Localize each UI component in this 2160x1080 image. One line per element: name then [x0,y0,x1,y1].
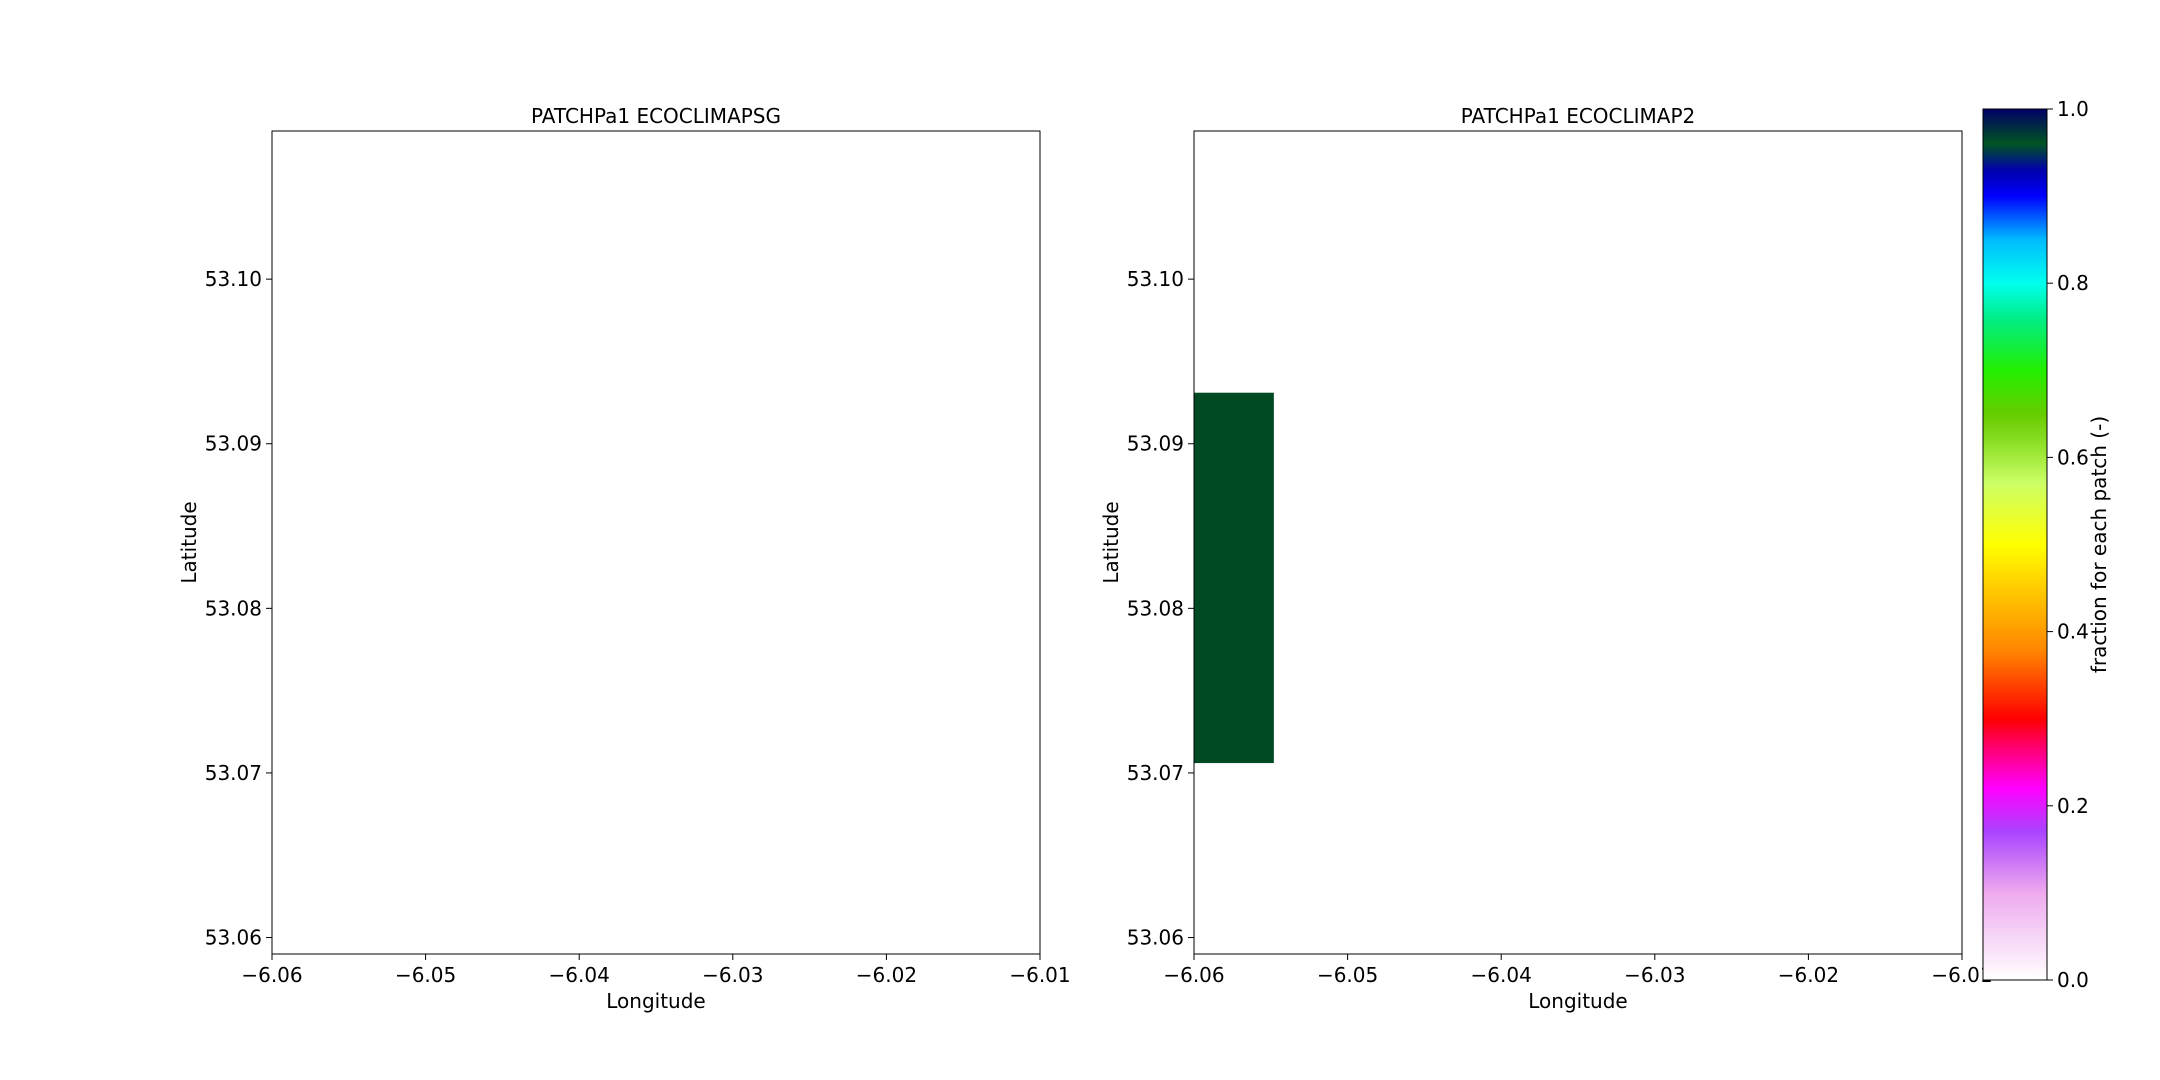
x-tick-label: −6.02 [1778,963,1839,987]
x-tick-label: −6.02 [856,963,917,987]
colorbar-tick-label: 0.0 [2057,968,2089,992]
colorbar-tick-label: 0.8 [2057,271,2089,295]
plot-area [272,131,1040,954]
panel-title: PATCHPa1 ECOCLIMAPSG [531,104,781,128]
y-tick-label: 53.07 [1127,761,1184,785]
colorbar-tick-label: 0.4 [2057,620,2089,644]
y-axis-label: Latitude [177,501,201,583]
plot-frame [271,130,1041,955]
y-tick-label: 53.09 [1127,432,1184,456]
colorbar-tick-label: 0.2 [2057,794,2089,818]
x-tick-label: −6.01 [1931,963,1992,987]
x-tick-label: −6.04 [1471,963,1532,987]
y-tick-label: 53.06 [1127,926,1184,950]
y-tick-label: 53.08 [205,596,262,620]
colorbar-frame [1982,108,2048,981]
colorbar-gradient [1983,109,2047,980]
x-tick-label: −6.03 [1624,963,1685,987]
y-tick-label: 53.10 [205,267,262,291]
patch-cell [1194,392,1274,764]
right-map-panel: PATCHPa1 ECOCLIMAP2 −6.06 −6.05 −6.04 −6.03 −… [1099,104,1993,1013]
y-axis-label: Latitude [1099,501,1123,583]
panel-title: PATCHPa1 ECOCLIMAP2 [1461,104,1696,128]
x-axis-label: Longitude [606,989,705,1013]
x-tick-label: −6.05 [395,963,456,987]
y-tick-label: 53.06 [205,926,262,950]
x-axis-label: Longitude [1528,989,1627,1013]
y-tick-label: 53.07 [205,761,262,785]
colorbar-tick-label: 1.0 [2057,97,2089,121]
colorbar-label: fraction for each patch (-) [2087,416,2111,673]
left-map-panel: PATCHPa1 ECOCLIMAPSG −6.06 −6.05 −6.04 −6.03… [177,104,1071,1013]
y-tick-label: 53.10 [1127,267,1184,291]
x-tick-label: −6.05 [1317,963,1378,987]
data-cells [1194,392,1274,764]
colorbar: 0.0 0.2 0.4 0.6 0.8 1.0 fraction for each patc… [1982,97,2111,992]
plot-area [1194,131,1962,954]
plot-frame [1193,130,1963,955]
x-tick-label: −6.03 [702,963,763,987]
x-tick-label: −6.06 [1163,963,1224,987]
x-tick-label: −6.04 [549,963,610,987]
x-tick-label: −6.06 [241,963,302,987]
colorbar-tick-label: 0.6 [2057,445,2089,469]
y-tick-label: 53.09 [205,432,262,456]
x-tick-label: −6.01 [1009,963,1070,987]
y-tick-label: 53.08 [1127,596,1184,620]
